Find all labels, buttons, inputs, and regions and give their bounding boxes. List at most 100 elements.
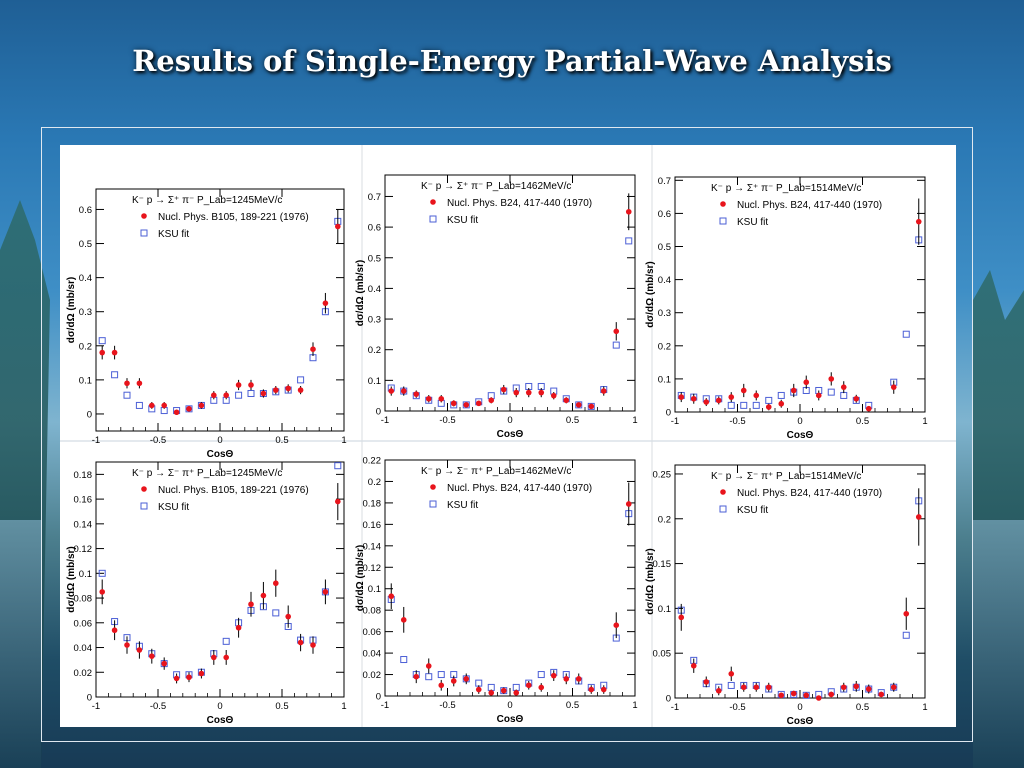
x-tick-label: 1 [341,435,346,446]
data-point [124,380,130,387]
data-point [322,589,329,595]
fit-point [437,671,445,679]
legend-square-marker [719,217,727,225]
x-tick-label: -1 [671,416,679,427]
y-tick-label: 0.6 [79,205,92,216]
y-tick-label: 0.14 [74,519,93,530]
y-tick-label: 0.3 [79,307,92,318]
legend-dot-marker [141,213,147,219]
data-point [600,686,607,693]
data-point [790,387,797,394]
data-point [563,397,570,404]
data-point [297,387,304,393]
y-tick-label: 0.1 [368,376,381,387]
data-point [198,402,205,409]
x-tick-label: -1 [671,702,679,713]
data-point [915,218,922,225]
data-point [550,672,557,679]
data-point [840,684,847,691]
x-tick-label: -0.5 [150,701,166,712]
x-tick-label: 0.5 [856,416,869,427]
data-point [728,394,735,400]
legend-entry-fit: KSU fit [447,215,478,226]
y-tick-label: 0.2 [658,341,671,352]
fit-point [727,681,735,689]
data-point [625,208,632,215]
data-point [703,679,710,685]
y-tick-label: 0.16 [74,495,93,506]
data-point [475,400,482,407]
data-point [173,409,180,416]
data-point [890,384,897,390]
data-point [625,501,632,507]
fit-point [462,401,470,409]
y-tick-label: 0.1 [368,584,381,595]
data-point [400,388,407,394]
x-axis-title: CosΘ [787,430,814,441]
data-point [235,382,242,388]
y-tick-label: 0.18 [74,470,93,481]
y-tick-label: 0.06 [363,627,382,638]
data-point [136,647,143,653]
data-point [815,695,822,701]
y-tick-label: 0.5 [368,253,381,264]
fit-point [235,391,243,399]
x-tick-label: 1 [922,702,927,713]
x-tick-label: 0.5 [566,700,579,711]
y-tick-label: 0.4 [658,275,671,286]
figure-frame [41,127,973,742]
fit-point [334,462,342,470]
x-tick-label: 0.5 [566,415,579,426]
data-point [235,624,242,631]
data-point [753,684,760,691]
data-point [500,386,507,393]
fit-point [98,337,106,345]
fit-point [802,691,810,699]
data-point [310,642,316,648]
legend-dot-marker [430,484,436,490]
fit-point [400,656,408,664]
data-point [111,349,118,356]
data-point [740,684,747,691]
data-point [853,395,860,402]
data-point [211,392,217,399]
y-axis-title: dσ/dΩ (mb/sr) [645,261,656,328]
y-axis-title: dσ/dΩ (mb/sr) [66,546,77,613]
y-tick-label: 0.5 [658,242,671,253]
data-point [840,384,847,390]
data-point [388,388,395,394]
y-tick-label: 0.05 [653,649,672,660]
fit-point [111,371,119,379]
x-tick-label: 0 [217,701,222,712]
data-point [865,405,872,412]
data-point [803,692,810,699]
x-tick-label: 0 [797,416,802,427]
plot-2: -1 -0.5 0 0.5 1 0 0.1 0.2 0.3 0.4 0.5 0.6 0.7 CosΘ dσ/… [355,174,638,440]
y-tick-label: 0 [666,408,671,419]
data-point [223,392,229,399]
data-point [425,395,432,402]
x-tick-label: 1 [922,416,927,427]
data-point [715,397,722,404]
data-point [488,689,495,696]
data-point [223,654,229,661]
data-point [186,674,192,681]
data-point [438,395,445,402]
fit-point [185,405,193,413]
x-tick-label: -1 [381,700,389,711]
data-point [198,670,205,677]
x-tick-label: -0.5 [150,435,166,446]
plot-frame [95,461,345,698]
legend-entry-fit: KSU fit [158,229,189,240]
y-tick-label: 0.5 [79,239,92,250]
legend-dot-marker [141,486,147,492]
data-point [525,682,532,689]
x-tick-label: 0.5 [275,435,288,446]
y-tick-label: 0.1 [79,569,92,580]
x-tick-label: 1 [632,700,637,711]
figure-panel: -1 -0.5 0 0.5 1 0 0.1 0.2 0.3 0.4 0.5 0.6 CosΘ dσ/dΩ … [60,145,956,727]
data-point [613,622,620,628]
legend-entry-fit: KSU fit [737,505,768,516]
data-point [678,394,685,400]
data-point [173,675,180,682]
